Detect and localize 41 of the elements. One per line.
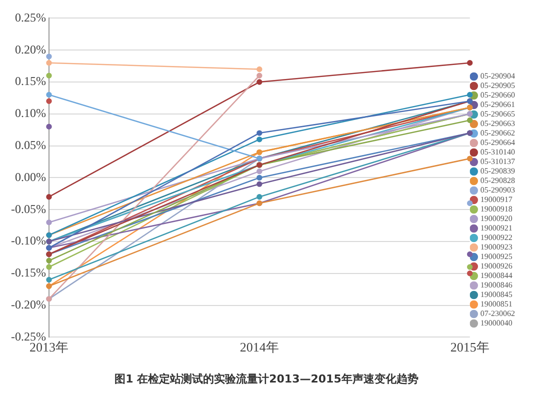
legend-label: 05-290839 (480, 166, 516, 176)
legend-label: 19000925 (480, 252, 512, 262)
legend-label: 05-290828 (480, 176, 516, 186)
legend-label: 19000922 (480, 233, 512, 242)
y-tick-label: 0.10% (14, 106, 46, 120)
y-tick-label: -0.10% (10, 234, 46, 248)
legend-label: 19000845 (480, 290, 512, 300)
y-tick-label: 0.00% (14, 170, 46, 184)
y-tick-label: 0.05% (14, 138, 46, 152)
legend-label: 19000921 (480, 224, 512, 233)
legend-label: 05-310140 (480, 148, 516, 157)
y-tick-label: -0.25% (10, 329, 46, 344)
x-tick-label: 2014年 (240, 339, 279, 354)
legend-label: 05-290663 (480, 119, 516, 128)
legend-label: 19000920 (480, 214, 512, 224)
legend-label: 19000846 (480, 280, 512, 290)
y-tick-label: -0.20% (10, 297, 46, 312)
legend-label: 19000923 (480, 242, 512, 252)
y-tick-label: -0.15% (10, 266, 46, 280)
legend-label: 05-310137 (480, 157, 516, 166)
legend-label: 05-290664 (480, 138, 516, 148)
legend-label: 07-230062 (480, 309, 516, 318)
legend-label: 05-290905 (480, 81, 516, 90)
legend-label: 05-290665 (480, 110, 516, 119)
x-tick-label: 2015年 (450, 339, 490, 354)
y-tick-label: -0.05% (10, 202, 46, 216)
legend-label: 19000851 (480, 300, 512, 309)
legend-label: 05-290903 (480, 186, 516, 195)
legend-label: 19000917 (480, 195, 512, 204)
text: 图1 在检定站测试的实验流量计2013—2015年声速变化趋势 (114, 372, 418, 386)
y-tick-label: 0.15% (14, 74, 46, 88)
legend-label: 05-290904 (480, 72, 516, 81)
legend-label: 19000918 (480, 204, 512, 214)
legend-label: 05-290662 (480, 128, 516, 138)
legend-label: 19000844 (480, 271, 512, 280)
legend-label: 05-290660 (480, 90, 516, 100)
legend-label: 19000040 (480, 318, 512, 328)
y-tick-label: 0.20% (14, 42, 46, 56)
legend-label: 19000926 (480, 262, 512, 271)
legend-label: 05-290661 (480, 100, 516, 110)
y-tick-label: 0.25% (14, 10, 46, 24)
